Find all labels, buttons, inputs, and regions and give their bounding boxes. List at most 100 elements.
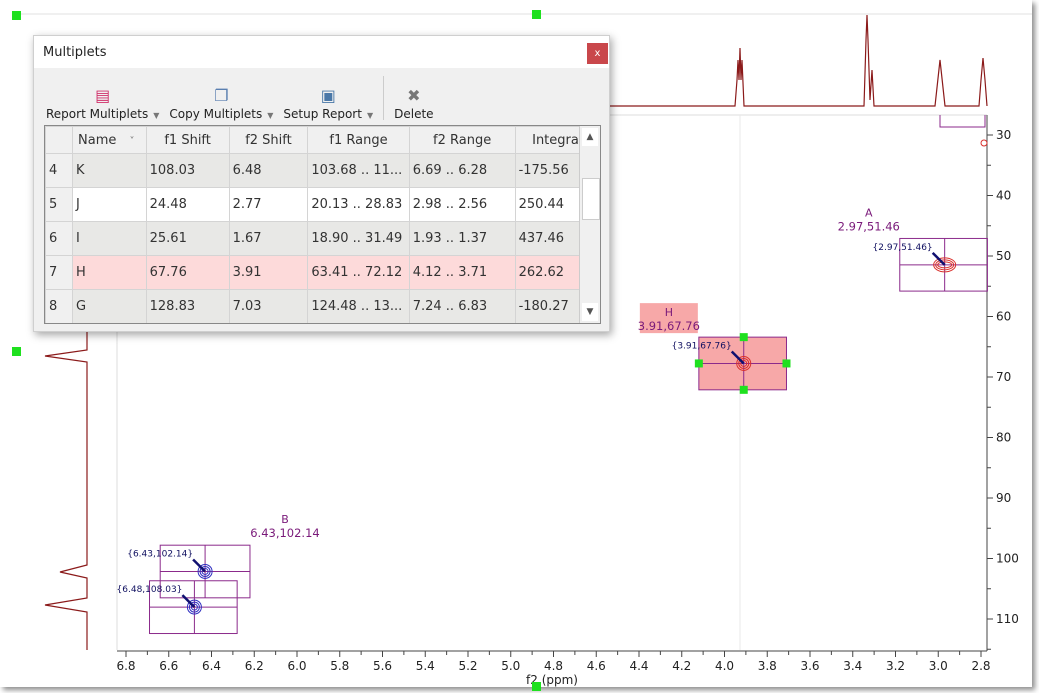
x-tick-label: 5.6	[373, 659, 392, 673]
selection-handle[interactable]	[532, 10, 541, 19]
scrollbar-thumb[interactable]	[582, 178, 600, 220]
multiplets-dialog: Multiplets x ▤ Report Multiplets ▼ ❐ Copy…	[33, 35, 610, 332]
x-tick-label: 3.8	[758, 659, 777, 673]
cell-f1: 67.76	[145, 255, 230, 290]
x-tick-label: 6.0	[287, 659, 306, 673]
x-tick-label: 3.2	[886, 659, 905, 673]
table-row[interactable]: 6 I 25.61 1.67 18.90 .. 31.49 1.93 .. 1.37 437…	[45, 221, 600, 256]
x-tick-label: 4.8	[544, 659, 563, 673]
cell-f2: 6.48	[228, 153, 309, 188]
cell-f1r: 18.90 .. 31.49	[307, 221, 410, 256]
cell-f1: 24.48	[145, 187, 230, 222]
x-tick-label: 5.8	[330, 659, 349, 673]
peak-contour	[736, 355, 752, 371]
y-tick-label: 30	[996, 128, 1011, 142]
multiplet-name-label: B	[281, 513, 289, 526]
peak-contour	[201, 567, 209, 575]
y-tick-label: 40	[996, 189, 1011, 203]
table-row[interactable]: 7 H 67.76 3.91 63.41 .. 72.12 4.12 .. 3.71 262…	[45, 255, 600, 290]
column-header[interactable]: f1 Shift	[145, 126, 230, 154]
cell-name: I	[72, 221, 147, 256]
y-tick-label: 60	[996, 310, 1011, 324]
x-tick-label: 5.4	[416, 659, 435, 673]
x-tick-label: 6.8	[116, 659, 135, 673]
selection-handle[interactable]	[12, 11, 21, 20]
multiplet-name-label: H	[665, 306, 673, 319]
peak-contour	[190, 603, 198, 611]
resize-handle[interactable]	[739, 333, 748, 342]
y-tick-label: 90	[996, 491, 1011, 505]
cell-n: 4	[45, 153, 73, 188]
sort-icon[interactable]: ˅	[126, 135, 135, 147]
column-header[interactable]: Name ˅	[72, 126, 147, 154]
chevron-down-icon[interactable]: ▼	[267, 111, 274, 120]
scroll-down-icon[interactable]: ▼	[582, 303, 598, 321]
x-tick-label: 6.4	[202, 659, 221, 673]
peak-contour	[740, 359, 748, 367]
selection-handle[interactable]	[12, 347, 21, 356]
multiplet-name-label: A	[865, 206, 873, 219]
copy-multiplets-button[interactable]: ❐ Copy Multiplets ▼	[169, 86, 274, 121]
cell-f1r: 103.68 .. 11...	[307, 153, 410, 188]
close-button[interactable]: x	[587, 43, 608, 64]
cell-n: 8	[45, 289, 73, 323]
y-tick-label: 50	[996, 249, 1011, 263]
resize-handle[interactable]	[782, 359, 791, 368]
cell-f2: 2.77	[228, 187, 309, 222]
multiplet-box-partial	[939, 115, 986, 128]
column-header[interactable]: f2 Range	[408, 126, 516, 154]
x-tick-label: 4.6	[587, 659, 606, 673]
peak-contour	[935, 259, 955, 271]
cell-f2r: 7.24 .. 6.83	[408, 289, 516, 323]
cell-f1: 108.03	[145, 153, 230, 188]
x-tick-label: 5.2	[458, 659, 477, 673]
table-row[interactable]: 5 J 24.48 2.77 20.13 .. 28.83 2.98 .. 2.56 250…	[45, 187, 600, 222]
cell-name: J	[72, 187, 147, 222]
report-icon: ▤	[95, 86, 111, 105]
cell-f1r: 63.41 .. 72.12	[307, 255, 410, 290]
cell-name: K	[72, 153, 147, 188]
cell-f2: 1.67	[228, 221, 309, 256]
column-header[interactable]	[45, 126, 73, 154]
y-tick-label: 70	[996, 370, 1011, 384]
vertical-scrollbar[interactable]: ▲ ▼	[579, 126, 600, 323]
peak-pointer	[181, 594, 196, 608]
resize-handle[interactable]	[694, 359, 703, 368]
cell-f2r: 4.12 .. 3.71	[408, 255, 516, 290]
setup-icon: ▣	[320, 86, 336, 105]
cell-n: 6	[45, 221, 73, 256]
peak-contour	[933, 257, 957, 273]
x-tick-label: 4.0	[715, 659, 734, 673]
peak-label: {6.43,102.14}	[127, 549, 193, 559]
column-header[interactable]: f1 Range	[307, 126, 410, 154]
chevron-down-icon[interactable]: ▼	[366, 111, 374, 120]
delete-button[interactable]: ✖ Delete	[394, 86, 434, 121]
multiplets-table: Name ˅ f1 Shift f2 Shift f1 Range f2 Range In…	[44, 125, 601, 324]
x-tick-label: 4.2	[672, 659, 691, 673]
x-tick-label: 3.4	[843, 659, 862, 673]
chevron-down-icon[interactable]: ▼	[153, 111, 160, 120]
x-tick-label: 6.2	[245, 659, 264, 673]
cell-f2r: 1.93 .. 1.37	[408, 221, 516, 256]
peak-contour	[186, 599, 202, 615]
cell-n: 7	[45, 255, 73, 290]
delete-icon: ✖	[407, 86, 421, 105]
x-tick-label: 5.0	[501, 659, 520, 673]
y-tick-label: 100	[996, 552, 1019, 566]
resize-handle[interactable]	[739, 385, 748, 394]
column-header[interactable]: f2 Shift	[228, 126, 309, 154]
report-multiplets-button[interactable]: ▤ Report Multiplets ▼	[46, 86, 160, 121]
cell-f1r: 124.48 .. 13...	[307, 289, 410, 323]
dialog-title: Multiplets	[34, 36, 609, 68]
table-row[interactable]: 8 G 128.83 7.03 124.48 .. 13... 7.24 .. 6.83-…	[45, 289, 600, 323]
selection-handle[interactable]	[532, 682, 541, 691]
x-tick-label: 4.4	[629, 659, 648, 673]
multiplet-shift-label: 2.97,51.46	[838, 219, 900, 233]
scroll-up-icon[interactable]: ▲	[582, 128, 598, 146]
cell-f1: 128.83	[145, 289, 230, 323]
table-row[interactable]: 4 K 108.03 6.48 103.68 .. 11... 6.69 .. 6.28-…	[45, 153, 600, 188]
toolbar: ▤ Report Multiplets ▼ ❐ Copy Multiplets ▼ …	[34, 68, 609, 124]
peak-contour	[980, 139, 988, 147]
copy-icon: ❐	[214, 86, 229, 105]
setup-report-button[interactable]: ▣ Setup Report ▼	[283, 86, 374, 121]
